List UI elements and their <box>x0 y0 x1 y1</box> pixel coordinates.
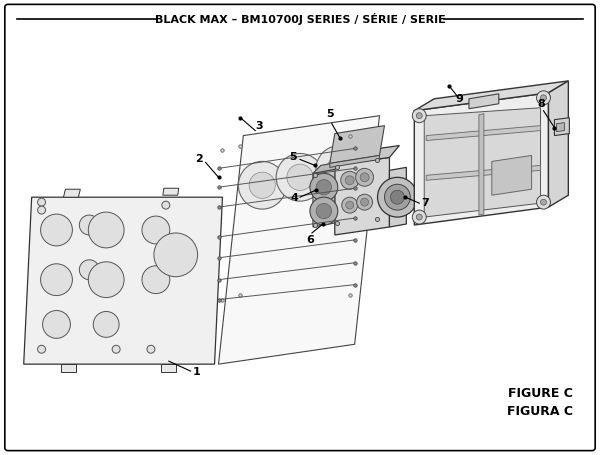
Circle shape <box>310 197 338 225</box>
Circle shape <box>88 262 124 298</box>
Text: 2: 2 <box>195 154 203 164</box>
Polygon shape <box>469 94 499 109</box>
Polygon shape <box>414 93 548 225</box>
Circle shape <box>541 95 547 101</box>
Polygon shape <box>330 126 385 163</box>
Circle shape <box>361 198 368 206</box>
Text: 7: 7 <box>421 198 429 208</box>
Circle shape <box>541 199 547 205</box>
Circle shape <box>326 156 353 182</box>
Circle shape <box>41 264 73 296</box>
Circle shape <box>356 168 374 186</box>
Circle shape <box>162 201 170 209</box>
Circle shape <box>249 172 275 198</box>
Text: FIGURA C: FIGURA C <box>508 405 574 418</box>
Polygon shape <box>61 364 76 372</box>
Circle shape <box>38 206 46 214</box>
Polygon shape <box>313 162 343 173</box>
Circle shape <box>412 210 426 224</box>
Polygon shape <box>556 123 565 131</box>
Circle shape <box>316 180 332 195</box>
Circle shape <box>38 198 46 206</box>
Circle shape <box>412 109 426 123</box>
Circle shape <box>416 113 422 119</box>
Text: 8: 8 <box>538 99 545 109</box>
Circle shape <box>345 176 354 185</box>
Polygon shape <box>335 157 389 235</box>
Polygon shape <box>554 118 569 136</box>
Circle shape <box>342 197 358 213</box>
Polygon shape <box>548 81 568 207</box>
Circle shape <box>142 216 170 244</box>
Circle shape <box>38 345 46 353</box>
Text: 4: 4 <box>290 193 298 203</box>
Polygon shape <box>163 188 179 195</box>
Circle shape <box>385 184 410 210</box>
Circle shape <box>147 345 155 353</box>
Text: 1: 1 <box>193 367 200 377</box>
Circle shape <box>238 162 286 209</box>
Circle shape <box>88 212 124 248</box>
Circle shape <box>79 215 99 235</box>
Polygon shape <box>389 167 406 227</box>
Circle shape <box>276 153 324 201</box>
Circle shape <box>79 260 99 280</box>
Text: 9: 9 <box>455 94 463 104</box>
Text: 3: 3 <box>255 121 263 131</box>
Circle shape <box>391 190 404 204</box>
Polygon shape <box>492 156 532 195</box>
Polygon shape <box>424 108 541 217</box>
Circle shape <box>41 214 73 246</box>
Circle shape <box>93 312 119 337</box>
Text: 5: 5 <box>326 109 334 119</box>
Text: FIGURE C: FIGURE C <box>508 388 574 400</box>
Polygon shape <box>414 81 568 111</box>
Circle shape <box>346 201 353 209</box>
Circle shape <box>416 214 422 220</box>
Circle shape <box>154 233 197 277</box>
Polygon shape <box>330 156 380 167</box>
Polygon shape <box>426 126 541 141</box>
Text: 5: 5 <box>289 152 297 162</box>
Circle shape <box>43 310 70 339</box>
Circle shape <box>360 173 369 182</box>
Circle shape <box>341 172 359 189</box>
Circle shape <box>112 345 120 353</box>
Circle shape <box>536 195 550 209</box>
Text: BLACK MAX – BM10700J SERIES / SÉRIE / SERIE: BLACK MAX – BM10700J SERIES / SÉRIE / SE… <box>155 13 445 25</box>
Circle shape <box>310 173 338 201</box>
Circle shape <box>356 194 373 210</box>
Circle shape <box>142 266 170 293</box>
Polygon shape <box>426 165 541 180</box>
Polygon shape <box>218 116 380 364</box>
Polygon shape <box>479 114 484 215</box>
Circle shape <box>377 177 417 217</box>
Text: 6: 6 <box>306 235 314 245</box>
Polygon shape <box>313 169 335 227</box>
Circle shape <box>536 91 550 105</box>
Circle shape <box>287 164 313 191</box>
Circle shape <box>316 146 364 193</box>
Polygon shape <box>64 189 80 197</box>
Circle shape <box>316 203 332 219</box>
Polygon shape <box>335 146 400 165</box>
Polygon shape <box>23 197 223 364</box>
Polygon shape <box>161 364 176 372</box>
